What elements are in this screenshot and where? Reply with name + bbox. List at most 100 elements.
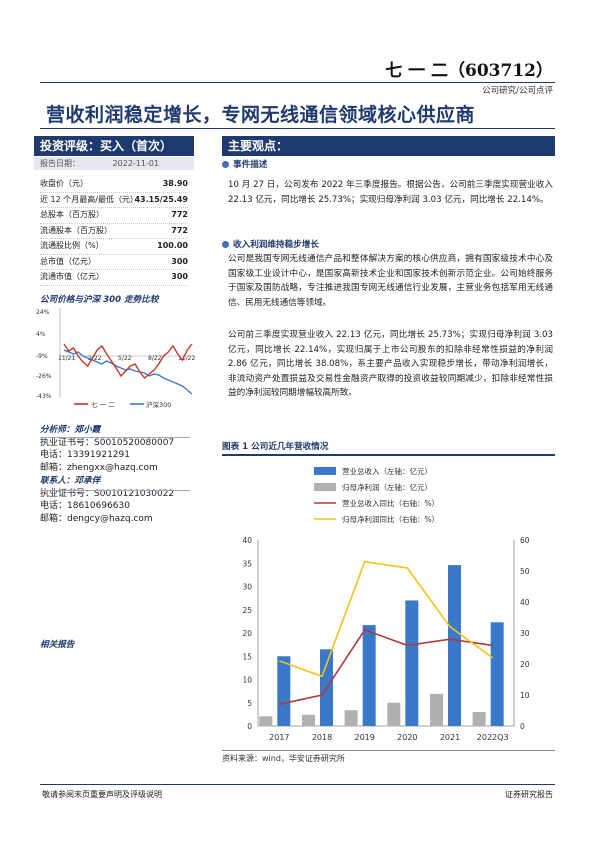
analyst-name: 分析师：郑小霞 xyxy=(40,425,101,435)
stock-x-tick: 11/21 xyxy=(58,355,75,362)
right-tick-label: 50 xyxy=(520,567,530,576)
stock-x-tick: 8/22 xyxy=(148,355,162,362)
key-data-value: 300 xyxy=(171,272,188,281)
left-tick-label: 0 xyxy=(247,722,252,731)
profit-bar xyxy=(259,716,273,726)
profit-bar xyxy=(302,714,315,726)
title-rule xyxy=(40,128,555,129)
stock-x-tick: 11/22 xyxy=(178,355,195,362)
right-tick-label: 40 xyxy=(520,598,530,607)
stock-legend: 七 一 二 沪深300 xyxy=(74,400,171,409)
analyst-phone: 电话：13391921291 xyxy=(40,450,130,460)
key-data-value: 100.00 xyxy=(157,241,188,250)
company-price-line xyxy=(63,343,193,380)
key-data-row: 流通股本（百万股） 772 xyxy=(40,224,188,239)
stock-y-tick: 24% xyxy=(36,309,50,316)
contact-phone: 电话：18610696630 xyxy=(40,501,130,511)
key-data-value: 43.15/25.49 xyxy=(134,194,188,204)
revenue-bar xyxy=(448,565,461,726)
left-tick-label: 25 xyxy=(242,606,252,615)
key-data-row: 总股本（百万股） 772 xyxy=(40,208,188,224)
left-tick-label: 20 xyxy=(242,629,252,638)
revenue-yoy-line xyxy=(279,628,493,706)
growth-heading: 收入利润维持稳步增长 xyxy=(222,238,319,250)
growth-heading-text: 收入利润维持稳步增长 xyxy=(233,240,319,250)
key-data-label: 近 12 个月最高/最低（元） xyxy=(40,194,138,204)
x-tick-label: 2017 xyxy=(269,733,289,742)
legend-swatch xyxy=(314,467,336,475)
left-tick-label: 5 xyxy=(247,699,252,708)
stock-y-tick: 4% xyxy=(36,331,46,338)
growth-paragraph-1: 公司是我国专网无线通信产品和整体解决方案的核心供应商，拥有国家级技术中心及国家级… xyxy=(228,254,553,308)
related-reports-title: 相关报告 xyxy=(40,640,75,650)
right-tick-label: 10 xyxy=(520,691,530,700)
x-tick-label: 2020 xyxy=(397,733,417,742)
right-tick-label: 0 xyxy=(520,722,525,731)
event-heading-text: 事件描述 xyxy=(233,160,268,170)
profit-bar xyxy=(472,712,486,726)
revenue-bar xyxy=(277,656,291,726)
left-tick-label: 10 xyxy=(242,676,252,685)
key-data-row: 收盘价（元） 38.90 xyxy=(40,177,188,193)
contact-name: 联系人：邓承佯 xyxy=(40,476,101,486)
contact-email[interactable]: 邮箱：dengcy@hazq.com xyxy=(40,513,153,524)
footer-disclaimer: 敬请参阅末页重要声明及评级说明 xyxy=(42,790,162,799)
key-data-row: 近 12 个月最高/最低（元） 43.15/25.49 xyxy=(40,193,188,208)
analyst-block: 分析师：郑小霞 执业证书号：S0010520080007 电话：13391921… xyxy=(40,424,190,525)
profit-yoy-line xyxy=(279,560,494,678)
analyst-cert: 执业证书号：S0010520080007 xyxy=(40,437,175,448)
revenue-bar xyxy=(405,600,419,726)
profit-bar xyxy=(387,702,401,726)
legend-index: 沪深300 xyxy=(146,400,171,409)
company-name: 七 一 二（603712） xyxy=(385,61,553,81)
key-data-row: 流通市值（亿元） 300 xyxy=(40,270,188,286)
left-tick-label: 30 xyxy=(242,583,252,592)
date-row: 报告日期： 2022-11-01 xyxy=(34,157,194,170)
figure-rule xyxy=(222,454,555,456)
growth-paragraph-2: 公司前三季度实现营业收入 22.13 亿元，同比增长 25.73%；实现归母净利… xyxy=(228,330,553,399)
left-tick-label: 35 xyxy=(242,559,252,568)
x-tick-label: 2019 xyxy=(354,733,374,742)
legend-label: 营业总收入（左轴：亿元） xyxy=(342,466,432,476)
key-data-value: 772 xyxy=(171,225,188,235)
footer-rule xyxy=(40,784,555,785)
contact-cert: 执业证书号：S0010121030022 xyxy=(40,488,175,499)
key-data-label: 流通股比例（%） xyxy=(40,241,104,250)
event-paragraph: 10 月 27 日，公司发布 2022 年三季度报告。根据公告，公司前三季度实现… xyxy=(228,180,553,205)
date-label: 报告日期： xyxy=(40,159,80,168)
figure-bottom-rule xyxy=(222,750,555,751)
contact-divider xyxy=(40,490,190,491)
bullet-icon xyxy=(222,241,229,248)
key-data-value: 300 xyxy=(171,256,188,266)
header-rule xyxy=(40,82,555,83)
stock-x-tick: 5/22 xyxy=(118,355,132,362)
key-data-value: 772 xyxy=(171,210,188,219)
revenue-bar xyxy=(490,622,504,726)
legend-label: 营业总收入同比（右轴：%） xyxy=(342,498,439,508)
figure-title: 图表 1 公司近几年营收情况 xyxy=(222,442,329,452)
report-category: 公司研究/公司点评 xyxy=(482,86,553,96)
revenue-chart: 营业总收入（左轴：亿元） 归母净利润（左轴：亿元） 营业总收入同比（右轴：%） 归母净… xyxy=(242,466,530,742)
x-tick-label: 2022Q3 xyxy=(477,733,509,742)
key-data-value: 38.90 xyxy=(162,179,188,188)
analyst-divider xyxy=(40,437,190,438)
analyst-email[interactable]: 邮箱：zhengxx@hazq.com xyxy=(40,462,158,473)
key-data-label: 流通股本（百万股） xyxy=(40,225,112,235)
revenue-bar xyxy=(362,625,376,726)
rating-bar: 投资评级：买入（首次） xyxy=(34,136,194,156)
left-tick-label: 15 xyxy=(242,652,252,661)
profit-bar xyxy=(430,693,443,726)
legend-label: 归母净利润（左轴：亿元） xyxy=(342,482,432,492)
key-data-label: 总股本（百万股） xyxy=(40,210,104,219)
key-data-label: 总市值（亿元） xyxy=(40,256,96,266)
key-data-label: 流通市值（亿元） xyxy=(40,272,104,281)
legend-company: 七 一 二 xyxy=(91,400,115,409)
page-title: 营收利润稳定增长，专网无线通信领域核心供应商 xyxy=(46,104,476,126)
x-tick-label: 2018 xyxy=(312,733,332,742)
main-points-bar: 主要观点： xyxy=(222,136,555,156)
stock-y-tick: -43% xyxy=(36,393,52,400)
stock-chart-title: 公司价格与沪深 300 走势比较 xyxy=(40,295,159,305)
legend-label: 归母净利润同比（右轴：%） xyxy=(342,514,439,524)
left-tick-label: 40 xyxy=(242,536,252,545)
stock-x-tick: 2/22 xyxy=(88,355,102,362)
